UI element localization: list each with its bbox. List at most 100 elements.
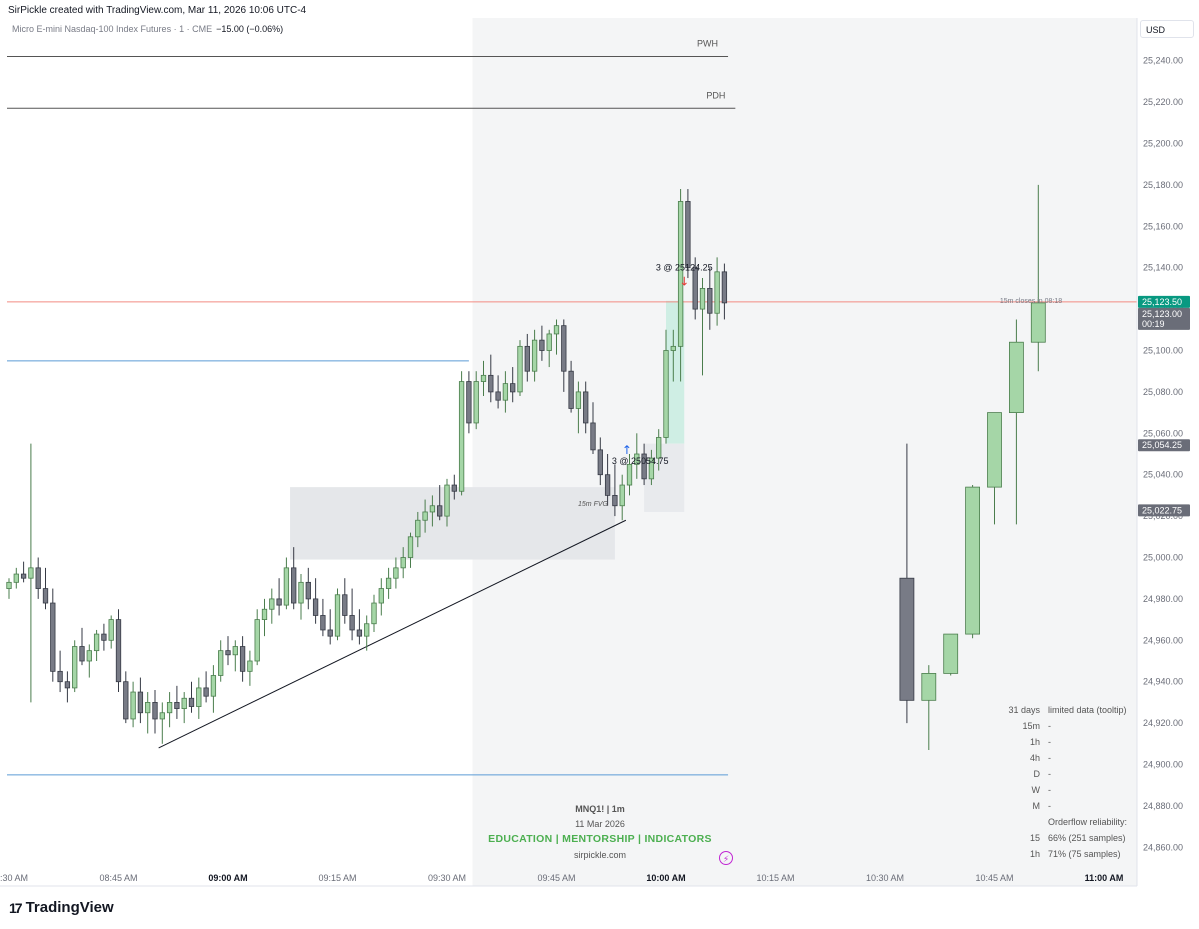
candle-15m	[943, 633, 959, 674]
x-tick-label: 09:00 AM	[208, 873, 247, 883]
watermark-tagline: EDUCATION | MENTORSHIP | INDICATORS	[488, 833, 712, 845]
stats-value: -	[1048, 737, 1051, 747]
candle-1m	[291, 567, 297, 604]
candle-1m	[166, 702, 173, 714]
x-tick-label: 09:45 AM	[537, 873, 575, 883]
candle-1m	[152, 702, 158, 720]
level-label: PWH	[697, 39, 718, 49]
y-tick-label: 25,000.00	[1143, 553, 1183, 563]
candle-1m	[495, 391, 501, 401]
candle-1m	[57, 670, 63, 683]
candle-1m	[583, 391, 589, 424]
candle-1m	[269, 598, 275, 610]
x-tick-label: 08:30 AM	[0, 873, 28, 883]
candle-1m	[707, 287, 713, 314]
candle-1m	[225, 650, 231, 656]
candle-1m	[663, 350, 669, 438]
tradingview-logo-icon: 17	[9, 899, 23, 916]
candle-1m	[648, 457, 655, 480]
candle-1m	[50, 602, 56, 672]
trend-line	[158, 519, 627, 749]
stats-row: D-	[1000, 768, 1127, 784]
candle-1m	[232, 646, 238, 656]
stats-key: 1h	[1029, 849, 1040, 859]
candle-1m	[181, 697, 187, 710]
chart-annotation: 15m closes in 08:18	[1000, 298, 1062, 305]
price-tag-label: 25,022.75	[1142, 505, 1182, 515]
lightning-icon[interactable]: ⚡	[719, 851, 733, 865]
candle-1m	[553, 325, 560, 335]
y-tick-label: 24,940.00	[1143, 677, 1183, 687]
candle-1m	[626, 463, 633, 486]
watermark-symbol: MNQ1! | 1m	[575, 804, 625, 814]
candle-15m	[1030, 302, 1046, 343]
price-tag	[1138, 295, 1190, 308]
price-tag-label: 25,123.00	[1142, 309, 1182, 319]
stats-row: 15 66% (251 samples)	[1000, 832, 1127, 848]
price-tag	[1138, 504, 1190, 517]
y-tick-label: 24,880.00	[1143, 801, 1183, 811]
stats-key: 31 days	[1008, 705, 1040, 715]
stats-key: 1h	[1029, 737, 1040, 747]
tradingview-logo[interactable]: 17 TradingView	[9, 899, 114, 916]
fvg-zone	[290, 487, 615, 560]
candle-1m	[444, 484, 450, 517]
countdown-label: 00:19	[1142, 319, 1165, 329]
candle-1m	[174, 702, 180, 710]
created-by-caption: SirPickle created with TradingView.com, …	[8, 5, 307, 16]
candle-1m	[517, 345, 523, 393]
price-tag	[1138, 439, 1190, 452]
buy-arrow-icon: ↑	[622, 443, 632, 457]
candle-1m	[510, 383, 516, 393]
candle-1m	[130, 691, 136, 720]
x-tick-label: 10:15 AM	[756, 873, 794, 883]
candle-1m	[137, 691, 144, 714]
candle-1m	[393, 567, 399, 579]
stats-table: 31 days limited data (tooltip) 15m -1h -4h - D…	[1000, 704, 1127, 864]
x-tick-label: 10:45 AM	[975, 873, 1013, 883]
candle-1m	[305, 581, 311, 600]
candle-1m	[714, 271, 720, 314]
stats-row: W-	[1000, 784, 1127, 800]
chart-annotation: 3 @ 25124.25	[656, 262, 713, 272]
candle-15m	[921, 673, 937, 701]
y-tick-label: 25,080.00	[1143, 387, 1183, 397]
y-tick-label: 25,040.00	[1143, 470, 1183, 480]
watermark-site: sirpickle.com	[573, 850, 626, 860]
candle-1m	[196, 687, 202, 707]
y-tick-label: 24,960.00	[1143, 635, 1183, 645]
candle-1m	[590, 422, 596, 451]
candle-1m	[108, 619, 114, 641]
stats-value: -	[1048, 753, 1051, 763]
candle-1m	[6, 581, 12, 589]
candle-1m	[531, 339, 538, 372]
candle-1m	[349, 615, 355, 631]
candle-1m	[159, 712, 165, 720]
candle-1m	[218, 650, 224, 676]
currency-selector[interactable]: USD	[1140, 20, 1194, 38]
candle-1m	[28, 567, 34, 579]
candle-1m	[35, 567, 41, 589]
candle-1m	[203, 687, 209, 697]
candle-1m	[378, 588, 384, 604]
candle-1m	[13, 573, 19, 583]
candle-1m	[415, 519, 421, 538]
x-tick-label: 10:30 AM	[866, 873, 904, 883]
candle-1m	[79, 646, 85, 662]
candle-1m	[334, 594, 341, 637]
candle-15m	[965, 486, 980, 635]
candle-1m	[524, 345, 530, 372]
candle-1m	[261, 608, 268, 621]
stats-row: 31 days limited data (tooltip)	[1000, 704, 1127, 720]
candle-1m	[210, 675, 217, 697]
x-tick-label: 09:15 AM	[318, 873, 356, 883]
stats-row: M-	[1000, 800, 1127, 816]
stats-value: -	[1048, 785, 1051, 795]
candle-1m	[64, 681, 71, 689]
y-tick-label: 25,160.00	[1143, 221, 1183, 231]
candle-1m	[145, 702, 151, 714]
y-tick-label: 25,180.00	[1143, 180, 1183, 190]
candle-1m	[356, 629, 363, 637]
stats-key: M	[1032, 801, 1041, 811]
